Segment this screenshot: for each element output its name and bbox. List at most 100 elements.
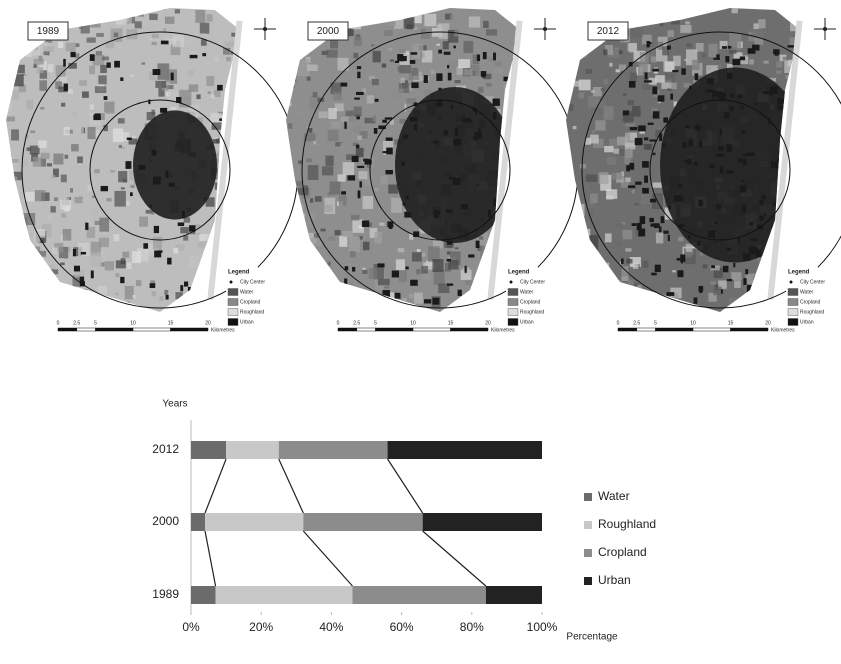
- patch: [91, 253, 102, 267]
- patch: [189, 256, 199, 269]
- urban-patch: [667, 292, 675, 296]
- urban-patch: [127, 138, 132, 140]
- patch: [607, 157, 616, 165]
- patch: [159, 296, 163, 301]
- patch: [801, 78, 805, 83]
- urban-patch: [453, 46, 455, 49]
- patch: [517, 176, 522, 183]
- patch: [39, 80, 47, 91]
- patch: [578, 93, 584, 99]
- urban-patch: [236, 86, 243, 90]
- patch: [627, 259, 633, 264]
- patch: [112, 301, 117, 306]
- urban-patch: [478, 128, 481, 134]
- patch: [196, 233, 199, 235]
- patch: [409, 294, 413, 299]
- scale-label: 15: [168, 320, 174, 326]
- patch: [604, 79, 607, 84]
- urban-patch: [777, 105, 784, 110]
- urban-patch: [688, 235, 690, 239]
- patch: [363, 242, 369, 250]
- urban-patch: [661, 216, 665, 223]
- patch: [243, 137, 255, 153]
- urban-patch: [695, 125, 700, 131]
- urban-patch: [741, 130, 746, 133]
- patch: [13, 172, 22, 180]
- urban-patch: [741, 106, 744, 109]
- patch: [77, 156, 83, 163]
- patch: [626, 177, 631, 182]
- patch: [243, 146, 254, 157]
- urban-patch: [362, 220, 369, 227]
- patch: [619, 315, 626, 323]
- urban-patch: [479, 298, 483, 302]
- patch: [298, 32, 303, 35]
- patch: [245, 73, 252, 82]
- patch: [311, 299, 314, 303]
- patch: [495, 62, 503, 67]
- patch: [392, 89, 403, 100]
- urban-patch: [755, 103, 758, 105]
- scale-unit: Kilometres: [491, 327, 515, 333]
- patch: [12, 159, 19, 163]
- legend-label: Cropland: [598, 545, 647, 559]
- patch: [667, 30, 674, 37]
- urban-patch: [150, 283, 156, 288]
- patch: [790, 11, 795, 14]
- patch: [114, 191, 125, 207]
- patch: [241, 16, 253, 29]
- patch: [30, 131, 35, 134]
- patch: [583, 290, 592, 304]
- urban-patch: [449, 177, 455, 179]
- urban-patch: [730, 94, 734, 97]
- urban-patch: [685, 125, 690, 128]
- patch: [47, 163, 52, 166]
- patch: [30, 10, 35, 16]
- patch: [804, 31, 809, 35]
- patch: [226, 57, 231, 61]
- patch: [601, 269, 607, 277]
- scale-label: 0: [337, 320, 340, 326]
- urban-patch: [652, 297, 659, 299]
- urban-patch: [642, 299, 647, 302]
- legend-dot: [230, 281, 233, 284]
- urban-patch: [81, 252, 86, 255]
- patch: [353, 53, 358, 59]
- patch: [64, 127, 70, 135]
- patch: [412, 68, 418, 76]
- patch: [50, 206, 55, 212]
- patch: [632, 190, 635, 194]
- patch: [586, 174, 597, 181]
- patch: [324, 284, 332, 288]
- patch: [328, 108, 337, 119]
- patch: [155, 81, 166, 88]
- patch: [668, 67, 671, 69]
- patch: [463, 41, 473, 53]
- patch: [35, 10, 45, 20]
- urban-patch: [738, 159, 743, 163]
- patch: [232, 200, 235, 202]
- urban-patch: [494, 198, 496, 206]
- patch: [113, 129, 123, 143]
- patch: [422, 50, 432, 62]
- patch: [208, 92, 211, 94]
- patch: [223, 253, 227, 255]
- y-tick-label: 2012: [152, 442, 179, 456]
- patch: [241, 87, 245, 90]
- urban-patch: [438, 50, 442, 54]
- urban-patch: [629, 81, 636, 88]
- urban-patch: [411, 52, 418, 55]
- urban-patch: [732, 59, 740, 65]
- urban-patch: [202, 53, 206, 56]
- scale-label: 10: [690, 320, 696, 326]
- patch: [509, 184, 518, 195]
- patch: [524, 224, 532, 235]
- patch: [76, 128, 83, 133]
- bar-segment: [388, 441, 542, 459]
- urban-patch: [217, 85, 223, 91]
- patch: [399, 271, 407, 283]
- patch: [486, 29, 497, 35]
- patch: [790, 165, 799, 178]
- patch: [384, 30, 393, 36]
- patch: [211, 95, 215, 98]
